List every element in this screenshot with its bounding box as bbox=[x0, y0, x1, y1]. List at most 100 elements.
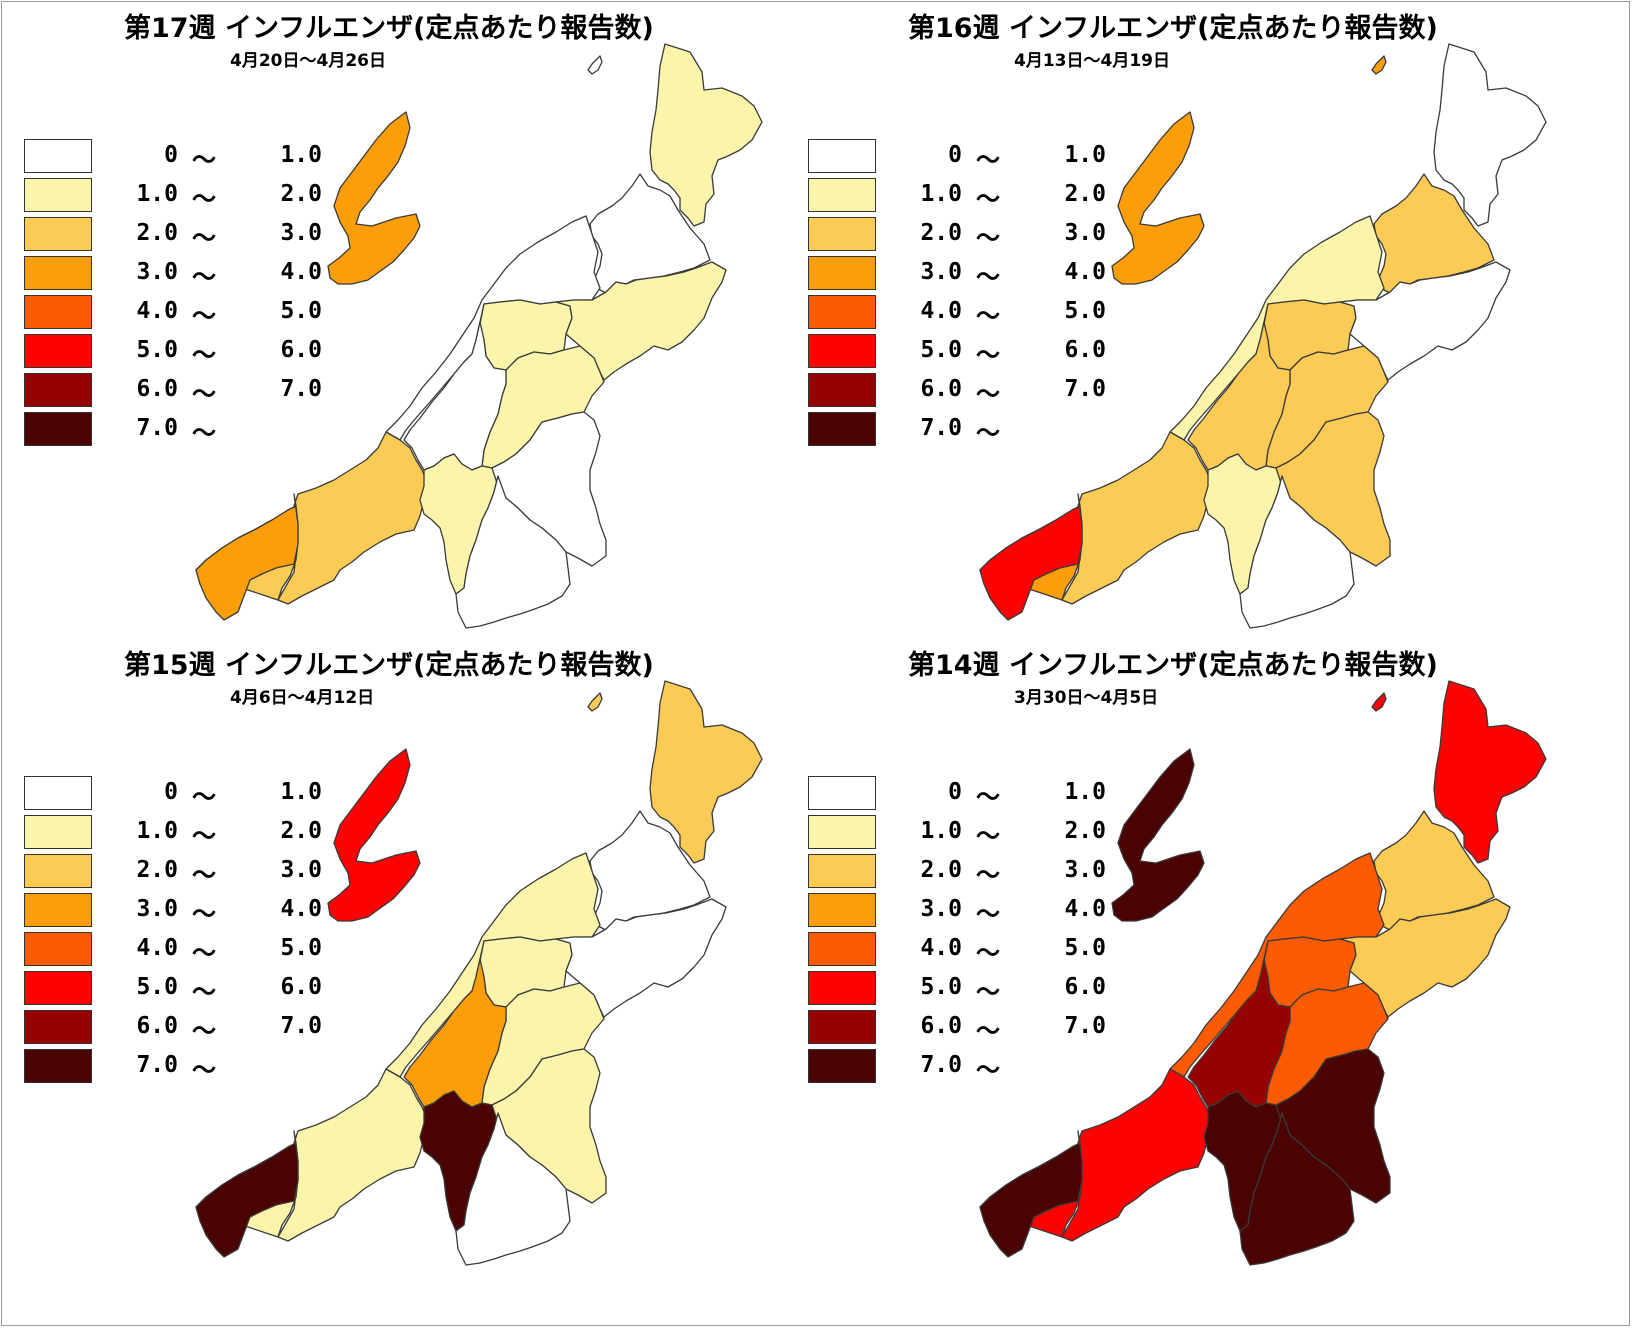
legend-high-value: 5.0 bbox=[280, 935, 322, 961]
legend-tilde: ～ bbox=[976, 822, 1000, 850]
legend-tilde: ～ bbox=[192, 419, 216, 447]
legend-low-value: 0 bbox=[164, 779, 178, 805]
legend-tilde: ～ bbox=[976, 783, 1000, 811]
niigata-map bbox=[979, 680, 1547, 1266]
legend-tilde: ～ bbox=[192, 185, 216, 213]
legend-low-value: 5.0 bbox=[920, 337, 962, 363]
legend-swatch bbox=[24, 893, 92, 927]
legend-tilde: ～ bbox=[976, 1017, 1000, 1045]
legend-low-value: 1.0 bbox=[136, 818, 178, 844]
legend-low-value: 5.0 bbox=[136, 974, 178, 1000]
legend-tilde: ～ bbox=[976, 978, 1000, 1006]
region-kashiwazaki bbox=[1061, 1068, 1213, 1242]
legend-low-value: 0 bbox=[948, 779, 962, 805]
legend-swatch bbox=[24, 854, 92, 888]
map-panel-week15: 第15週 インフルエンザ(定点あたり報告数) 4月6日～4月12日 0 ～ 1.0 1… bbox=[0, 637, 815, 1301]
region-sado bbox=[327, 111, 421, 285]
legend-low-value: 6.0 bbox=[136, 1013, 178, 1039]
legend-tilde: ～ bbox=[192, 302, 216, 330]
legend-tilde: ～ bbox=[976, 939, 1000, 967]
legend-swatch bbox=[808, 776, 876, 810]
region-murakami bbox=[649, 43, 763, 227]
legend-tilde: ～ bbox=[192, 783, 216, 811]
legend-swatch bbox=[808, 373, 876, 407]
legend-swatch bbox=[24, 1010, 92, 1044]
legend-swatch bbox=[808, 815, 876, 849]
legend-high-value: 1.0 bbox=[280, 142, 322, 168]
legend-high-value: 7.0 bbox=[280, 376, 322, 402]
legend-swatch bbox=[24, 412, 92, 446]
legend-high-value: 4.0 bbox=[280, 896, 322, 922]
legend-tilde: ～ bbox=[976, 341, 1000, 369]
legend-swatch bbox=[808, 412, 876, 446]
legend-low-value: 6.0 bbox=[920, 376, 962, 402]
legend-swatch bbox=[24, 334, 92, 368]
legend-high-value: 3.0 bbox=[280, 857, 322, 883]
legend-low-value: 3.0 bbox=[920, 896, 962, 922]
map-panel-week16: 第16週 インフルエンザ(定点あたり報告数) 4月13日～4月19日 0 ～ 1.0… bbox=[784, 0, 1599, 664]
legend-high-value: 7.0 bbox=[280, 1013, 322, 1039]
legend-high-value: 3.0 bbox=[1064, 220, 1106, 246]
legend-tilde: ～ bbox=[192, 263, 216, 291]
legend-high-value: 2.0 bbox=[280, 818, 322, 844]
region-murakami bbox=[649, 680, 763, 864]
region-murakami bbox=[1433, 43, 1547, 227]
region-awashima bbox=[1371, 55, 1387, 75]
legend-swatch bbox=[808, 1049, 876, 1083]
legend-low-value: 4.0 bbox=[136, 935, 178, 961]
region-murakami bbox=[1433, 680, 1547, 864]
legend-tilde: ～ bbox=[192, 939, 216, 967]
region-sado bbox=[1111, 748, 1205, 922]
region-minamiuonuma bbox=[455, 1112, 571, 1266]
region-sado bbox=[327, 748, 421, 922]
map-panel-week14: 第14週 インフルエンザ(定点あたり報告数) 3月30日～4月5日 0 ～ 1.0 1… bbox=[784, 637, 1599, 1301]
region-minamiuonuma bbox=[1239, 1112, 1355, 1266]
legend-swatch bbox=[808, 178, 876, 212]
legend-high-value: 7.0 bbox=[1064, 376, 1106, 402]
legend-low-value: 4.0 bbox=[136, 298, 178, 324]
region-kashiwazaki bbox=[277, 1068, 429, 1242]
legend-swatch bbox=[808, 932, 876, 966]
legend-swatch bbox=[24, 1049, 92, 1083]
legend-swatch bbox=[808, 139, 876, 173]
legend-tilde: ～ bbox=[192, 900, 216, 928]
map-title: 第15週 インフルエンザ(定点あたり報告数) bbox=[124, 650, 654, 681]
legend-low-value: 6.0 bbox=[136, 376, 178, 402]
map-title: 第14週 インフルエンザ(定点あたり報告数) bbox=[908, 650, 1438, 681]
region-itoigawa bbox=[979, 493, 1083, 621]
legend-swatch bbox=[808, 1010, 876, 1044]
legend-low-value: 1.0 bbox=[136, 181, 178, 207]
legend-swatch bbox=[24, 776, 92, 810]
legend-low-value: 2.0 bbox=[136, 857, 178, 883]
legend-low-value: 4.0 bbox=[920, 298, 962, 324]
legend-high-value: 5.0 bbox=[1064, 935, 1106, 961]
legend-high-value: 4.0 bbox=[280, 259, 322, 285]
legend-low-value: 5.0 bbox=[136, 337, 178, 363]
legend-low-value: 4.0 bbox=[920, 935, 962, 961]
legend-tilde: ～ bbox=[192, 380, 216, 408]
legend-tilde: ～ bbox=[192, 1017, 216, 1045]
legend-high-value: 3.0 bbox=[1064, 857, 1106, 883]
legend-tilde: ～ bbox=[976, 900, 1000, 928]
legend-high-value: 6.0 bbox=[280, 974, 322, 1000]
legend-tilde: ～ bbox=[976, 1056, 1000, 1084]
legend-swatch bbox=[24, 139, 92, 173]
legend-high-value: 4.0 bbox=[1064, 259, 1106, 285]
legend-tilde: ～ bbox=[976, 146, 1000, 174]
legend-low-value: 7.0 bbox=[920, 1052, 962, 1078]
legend-tilde: ～ bbox=[192, 1056, 216, 1084]
date-range: 4月6日～4月12日 bbox=[230, 688, 375, 708]
legend-high-value: 5.0 bbox=[1064, 298, 1106, 324]
legend-low-value: 3.0 bbox=[136, 896, 178, 922]
legend-low-value: 7.0 bbox=[920, 415, 962, 441]
date-range: 3月30日～4月5日 bbox=[1014, 688, 1159, 708]
region-awashima bbox=[587, 692, 603, 712]
niigata-map bbox=[979, 43, 1547, 629]
legend-high-value: 1.0 bbox=[280, 779, 322, 805]
date-range: 4月20日～4月26日 bbox=[230, 51, 386, 71]
legend-high-value: 6.0 bbox=[1064, 974, 1106, 1000]
legend-low-value: 7.0 bbox=[136, 1052, 178, 1078]
legend-tilde: ～ bbox=[976, 185, 1000, 213]
legend-swatch bbox=[808, 217, 876, 251]
